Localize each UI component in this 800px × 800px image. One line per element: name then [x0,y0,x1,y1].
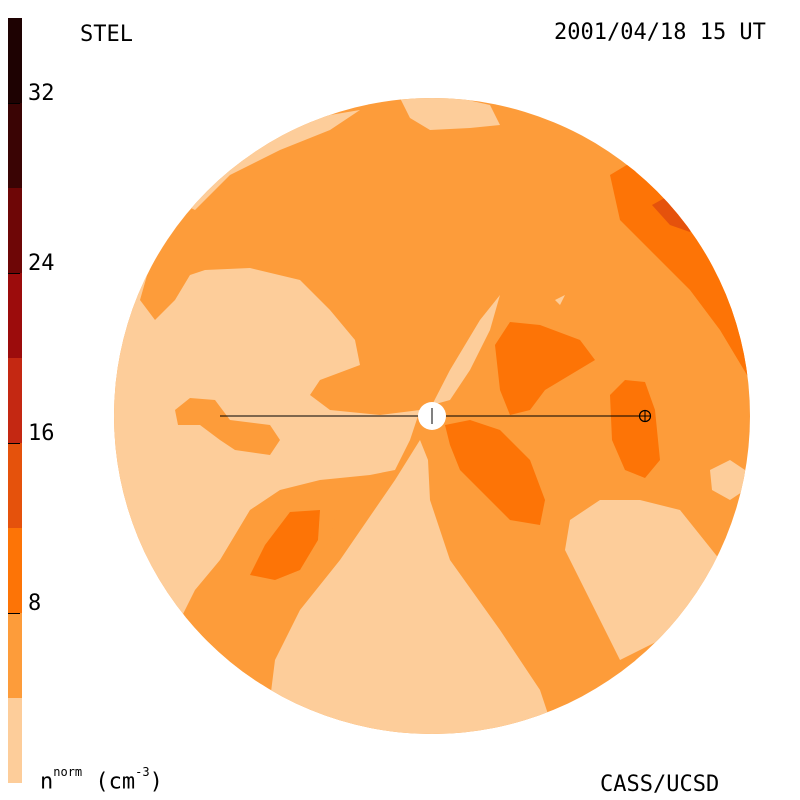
units-label: nnorm (cm-3) [40,766,163,795]
credit-label: CASS/UCSD [600,772,720,797]
density-region-topright-high [610,160,750,380]
units-close: ) [149,769,163,795]
units-exponent: -3 [135,765,150,779]
density-region-lower-center-high [445,420,545,525]
density-region-bottom-light [270,440,560,734]
colorbar-tick-label: 16 [28,421,55,446]
colorbar-band [8,358,22,443]
density-region-center-high [495,322,595,415]
colorbar-tick-label: 24 [28,251,55,276]
earth-icon [638,409,652,423]
colorbar-band [8,103,22,188]
colorbar-tick-label: 8 [28,591,42,616]
density-region-right-high [610,380,660,478]
colorbar-band [8,188,22,273]
colorbar-band [8,698,22,783]
colorbar-tick [8,103,20,104]
colorbar-band [8,528,22,613]
colorbar-band [8,613,22,698]
colorbar-band [8,18,22,103]
density-island-left [175,398,280,455]
density-region-bottomright-light [565,500,720,660]
colorbar-tick [8,613,20,614]
colorbar-tick [8,273,20,274]
density-region-left-high [250,510,320,580]
colorbar-tick-label: 32 [28,81,55,106]
density-region-small-light [555,295,565,305]
timestamp-label: 2001/04/18 15 UT [554,20,766,45]
density-region-right-light [710,460,745,500]
units-superscript: norm [53,765,83,779]
source-label: STEL [80,22,133,47]
density-colorbar [8,18,22,783]
density-region-center-light [432,295,500,405]
density-region-left-light [114,98,420,734]
units-symbol: n [40,769,54,795]
colorbar-tick [8,443,20,444]
density-region-topright-higher [652,195,695,232]
colorbar-band [8,273,22,358]
density-region-topleft-light [175,110,360,210]
units-unit: (cm [95,769,136,795]
density-region-top-light [400,98,500,130]
colorbar-band [8,443,22,528]
